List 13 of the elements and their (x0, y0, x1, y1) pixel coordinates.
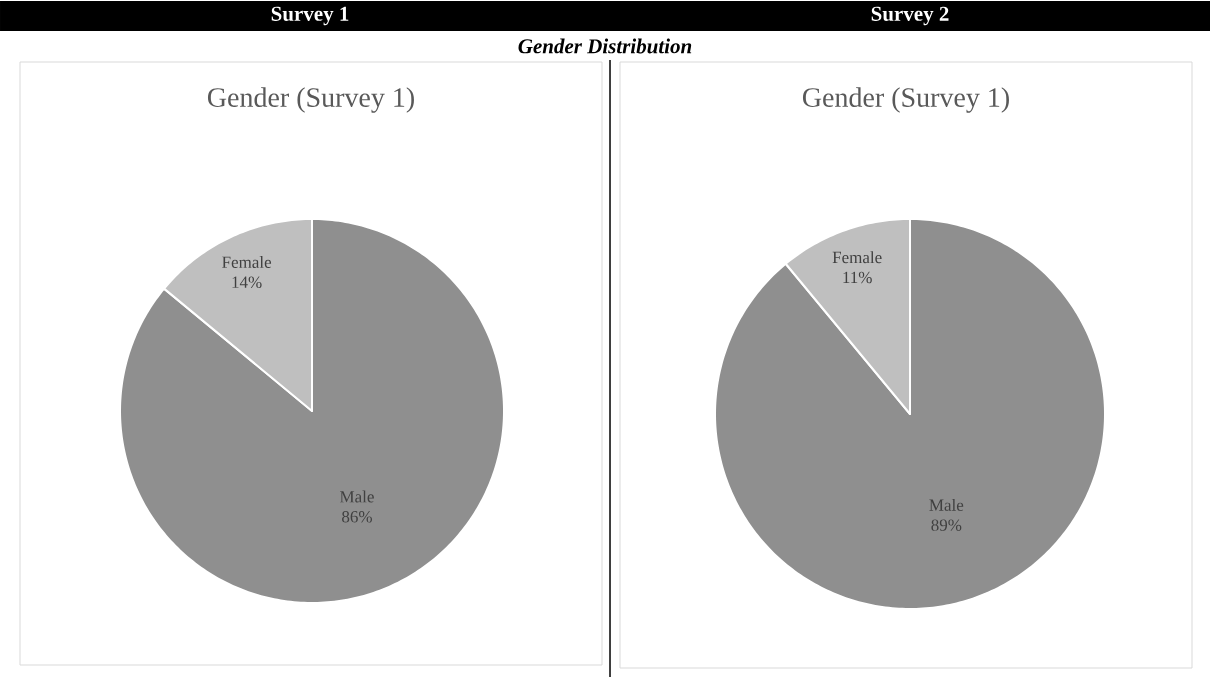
data-label: 89% (931, 519, 962, 531)
text: Survey 2 (871, 6, 949, 26)
chart-title: Gender (Survey 1) (802, 87, 1009, 113)
text: Gender Distribution (518, 38, 692, 54)
slice-label: Male (340, 490, 374, 503)
data-label: 86% (342, 511, 372, 523)
text: Survey 1 (271, 6, 349, 26)
data-label: 11% (843, 271, 872, 284)
slice-label: Female (222, 256, 272, 268)
slice-label: Male (929, 498, 964, 511)
data-label: 14% (232, 276, 262, 289)
slice-label: Female (832, 251, 882, 264)
chart-title: Gender (Survey 1) (207, 87, 414, 113)
